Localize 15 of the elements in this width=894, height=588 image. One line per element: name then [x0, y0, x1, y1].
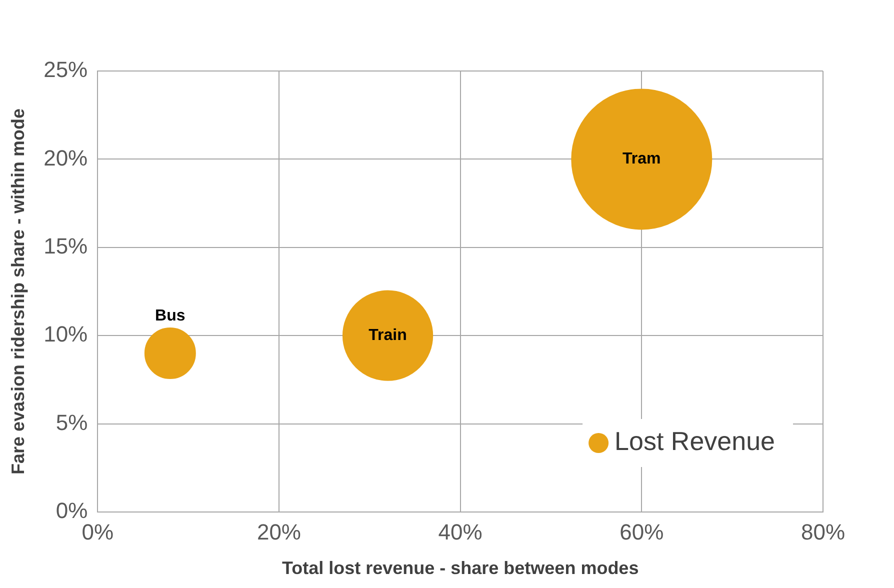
- annotation: Train: [368, 327, 407, 344]
- legend-label: Lost Revenue: [614, 426, 776, 456]
- x-axis-title: Total lost revenue - share between modes: [282, 558, 639, 578]
- y-tick-label: 20%: [44, 145, 88, 170]
- x-tick-label: 40%: [438, 519, 482, 544]
- x-tick-label: 80%: [800, 519, 846, 544]
- y-tick-label: 25%: [44, 57, 88, 82]
- y-tick-label: 10%: [44, 322, 88, 347]
- y-axis-title: Fare evasion ridership share - within mode: [8, 108, 28, 475]
- x-tick-label: 20%: [256, 519, 301, 544]
- y-tick-label: 5%: [56, 410, 88, 435]
- y-tick-label: 15%: [44, 233, 88, 258]
- x-tick-label: 60%: [620, 519, 664, 544]
- annotation: Tram: [622, 150, 661, 168]
- annotation: Bus: [155, 307, 186, 324]
